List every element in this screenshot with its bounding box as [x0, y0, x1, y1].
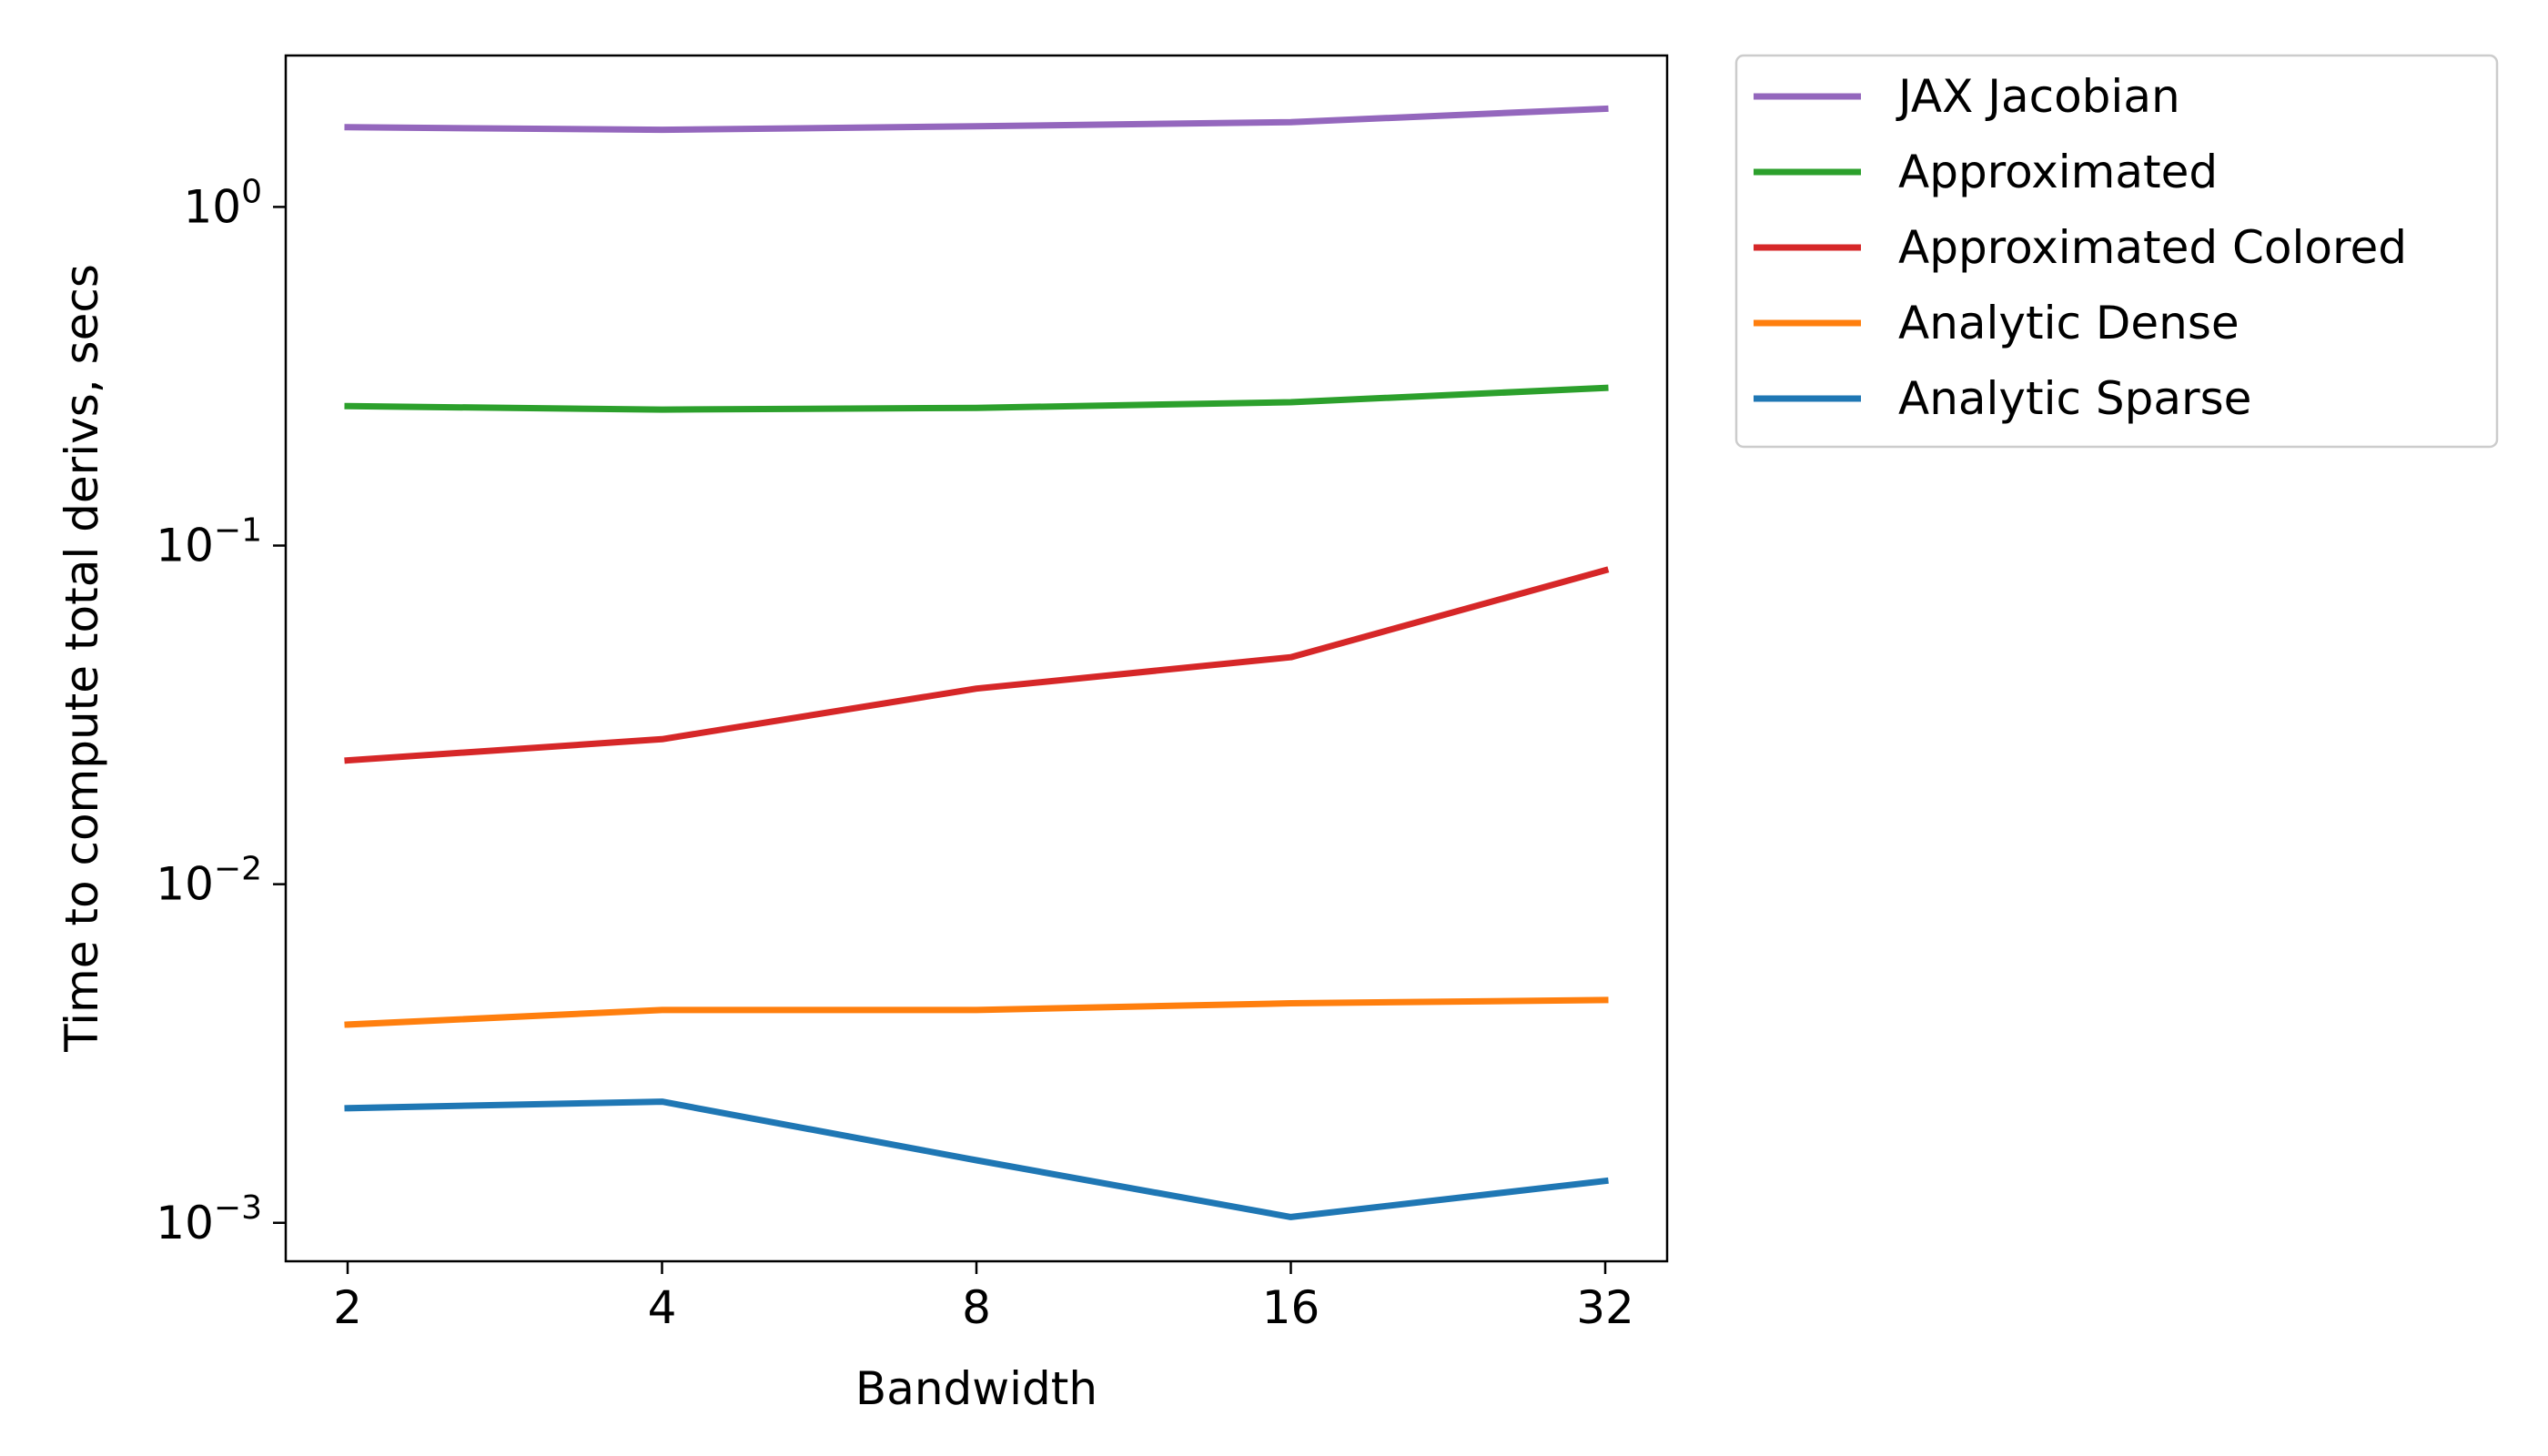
legend: JAX Jacobian Approximated Approximated Col… [1734, 54, 2499, 449]
x-tick-label: 2 [333, 1281, 362, 1334]
y-tick-label: 10−1 [156, 512, 262, 572]
y-tick-label: 10−3 [156, 1189, 262, 1249]
y-axis: 100 10−1 10−2 10−3 [156, 173, 286, 1249]
series-line-jax-jacobian [344, 105, 1609, 134]
legend-label: Approximated Colored [1898, 221, 2407, 274]
series-line-approximated-colored [344, 566, 1610, 764]
legend-frame [1734, 54, 2499, 449]
y-tick-label: 100 [183, 173, 262, 233]
x-tick-label: 16 [1262, 1281, 1320, 1334]
x-axis-label: Bandwidth [855, 1362, 1097, 1415]
legend-items: JAX Jacobian Approximated Approximated Col… [1754, 70, 2407, 425]
y-axis-label: Time to compute total derivs, secs [56, 264, 108, 1053]
legend-label: Analytic Dense [1898, 297, 2240, 349]
x-axis: 2 4 8 16 32 [333, 1261, 1634, 1334]
series-line-analytic-dense [344, 996, 1609, 1028]
x-tick-label: 32 [1576, 1281, 1634, 1334]
y-tick-label: 10−2 [156, 851, 262, 911]
series-line-analytic-sparse [344, 1098, 1609, 1220]
legend-label: Approximated [1898, 146, 2218, 198]
series-line-approximated [344, 384, 1609, 413]
legend-label: JAX Jacobian [1896, 70, 2180, 123]
x-tick-label: 8 [962, 1281, 991, 1334]
series-layer [344, 105, 1610, 1220]
x-tick-label: 4 [648, 1281, 677, 1334]
legend-label: Analytic Sparse [1898, 372, 2251, 425]
